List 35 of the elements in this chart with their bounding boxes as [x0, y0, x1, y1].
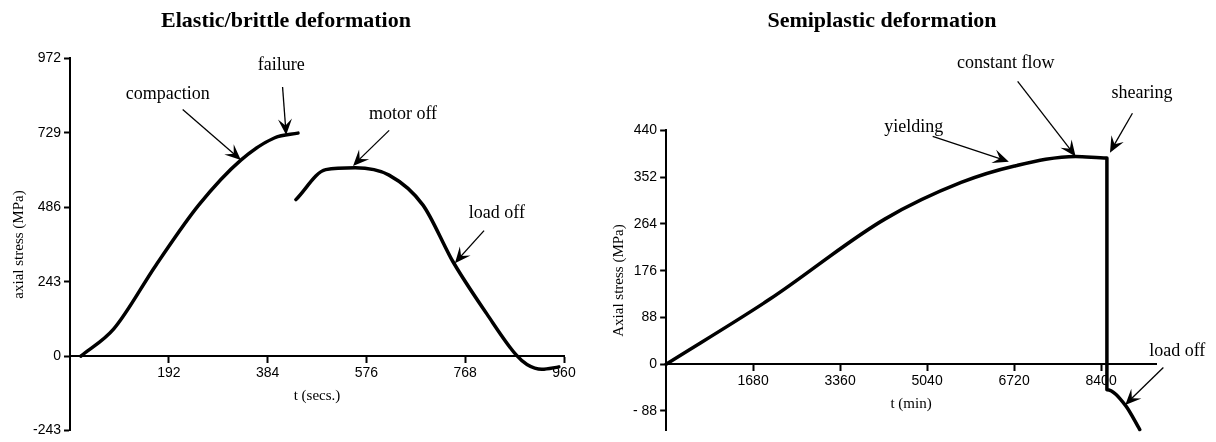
chart-title: Elastic/brittle deformation [161, 6, 411, 32]
x-tick-label: 768 [453, 364, 478, 381]
annotation: yielding [884, 116, 944, 137]
chart-title: Semiplastic deformation [767, 6, 997, 32]
x-tick-label: 384 [255, 364, 280, 381]
y-tick-label: 972 [37, 49, 62, 66]
x-tick-label: 1680 [737, 372, 769, 389]
x-axis-title: t (min) [890, 394, 932, 412]
annotation: failure [257, 53, 305, 74]
annotation: load off [468, 202, 525, 223]
annotation: motor off [368, 102, 438, 123]
x-tick-label: 192 [157, 364, 181, 381]
y-tick-label: 88 [641, 308, 658, 325]
y-tick-label: - 88 [633, 401, 658, 418]
y-tick-label: 440 [633, 121, 658, 138]
y-axis-title: Axial stress (MPa) [609, 224, 627, 337]
x-tick-label: 576 [354, 364, 379, 381]
y-tick-label: 0 [649, 355, 658, 372]
annotation: compaction [125, 82, 210, 103]
annotation: constant flow [956, 52, 1055, 73]
y-axis-title: axial stress (MPa) [9, 190, 27, 299]
x-axis-title: t (secs.) [293, 386, 341, 404]
x-tick-label: 5040 [911, 372, 943, 389]
annotation: load off [1149, 339, 1206, 360]
y-tick-label: 264 [633, 214, 658, 231]
y-tick-label: 729 [37, 123, 62, 140]
y-tick-label: 176 [633, 261, 658, 278]
y-tick-label: 243 [37, 272, 62, 289]
x-tick-label: 3360 [824, 372, 856, 389]
y-tick-label: 486 [37, 198, 62, 215]
y-tick-label: 352 [633, 168, 658, 185]
annotation: shearing [1111, 82, 1173, 103]
y-tick-label: -243 [32, 421, 62, 438]
y-tick-label: 0 [53, 347, 62, 364]
x-tick-label: 6720 [998, 372, 1030, 389]
